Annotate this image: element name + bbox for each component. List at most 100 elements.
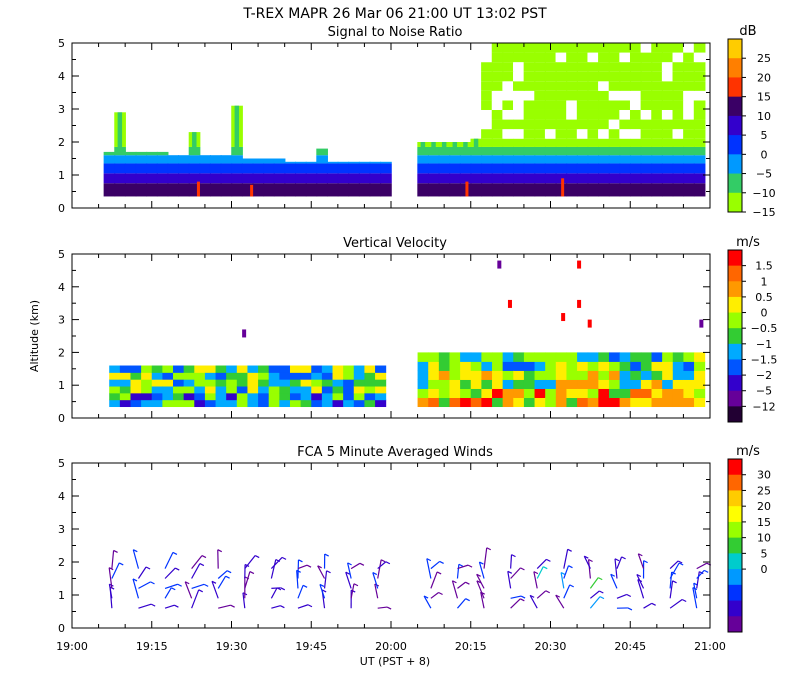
snr-cell: [566, 81, 578, 91]
snr-cell: [124, 155, 137, 164]
y-tick-label: 1: [58, 379, 65, 392]
snr-cell: [250, 184, 254, 197]
snr-cell: [629, 43, 642, 53]
wind-barb: [191, 563, 201, 579]
vv-cell: [258, 372, 270, 380]
snr-cell: [683, 129, 695, 139]
snr-cell: [693, 129, 706, 139]
snr-cell: [534, 90, 546, 101]
wind-barb-flag: [347, 562, 352, 566]
colorbar-unit: m/s: [736, 235, 760, 250]
vv-cell: [619, 370, 631, 380]
snr-cell: [640, 62, 653, 72]
wind-barb-flag: [458, 563, 464, 567]
vv-cell: [513, 352, 525, 362]
wind-barb: [476, 574, 485, 589]
snr-cell: [513, 81, 525, 91]
snr-cell: [598, 100, 610, 110]
vv-cell: [311, 365, 323, 373]
snr-cell: [661, 146, 674, 156]
vv-cell: [428, 361, 440, 371]
snr-cell: [661, 109, 674, 120]
vv-cell: [470, 397, 482, 408]
vv-cell: [321, 392, 334, 401]
wind-barb: [184, 581, 193, 599]
snr-cell: [316, 183, 328, 197]
y-tick-label: 4: [58, 70, 65, 83]
snr-cell: [651, 173, 663, 184]
wind-barb-flag: [621, 556, 626, 560]
snr-cell: [491, 71, 504, 82]
colorbar-swatch: [728, 390, 742, 407]
snr-cell: [640, 100, 653, 110]
snr-cell: [167, 183, 180, 197]
snr-cell: [534, 52, 546, 63]
snr-cell: [449, 163, 461, 174]
colorbar-swatch: [728, 521, 742, 539]
snr-cell: [502, 52, 515, 63]
wind-barb: [583, 555, 591, 569]
snr-cell: [252, 158, 265, 164]
snr-cell: [598, 183, 610, 197]
wind-barb-flag: [599, 590, 604, 594]
snr-cell: [576, 81, 589, 91]
snr-cell: [273, 173, 286, 184]
panel-2: Vertical Velocity 0 1 2 3 4 5 Altitude (km) m/s 1…: [28, 235, 777, 425]
snr-cell: [576, 90, 589, 101]
snr-cell: [199, 155, 211, 164]
wind-barb-flag: [118, 562, 124, 566]
snr-cell: [103, 155, 116, 164]
vv-cell: [523, 397, 536, 408]
wind-barb-flag: [569, 584, 574, 588]
snr-cell: [284, 161, 297, 164]
vv-cell: [332, 386, 344, 394]
vv-cell: [651, 352, 663, 362]
vv-cell: [119, 386, 131, 394]
snr-cell: [326, 183, 339, 197]
snr-cell: [156, 155, 169, 164]
wind-barb-flag: [699, 571, 704, 575]
vv-cell: [534, 352, 546, 362]
vv-cell: [300, 372, 312, 380]
vv-cell: [173, 386, 185, 394]
colorbar-swatch: [728, 154, 742, 174]
vv-cell: [651, 388, 663, 398]
snr-cell: [661, 62, 674, 72]
vv-cell: [236, 386, 248, 394]
snr-cell: [305, 163, 318, 174]
vv-cell: [417, 388, 429, 398]
snr-cell: [241, 158, 254, 164]
snr-cell: [672, 81, 685, 91]
vv-cell: [247, 392, 259, 401]
snr-cell: [491, 129, 504, 139]
snr-cell: [619, 90, 632, 101]
snr-cell: [513, 129, 525, 139]
snr-cell: [438, 163, 451, 174]
vv-cell: [534, 379, 546, 389]
vv-cell: [545, 397, 557, 408]
vv-cell: [353, 372, 365, 380]
vv-cell: [204, 386, 217, 394]
snr-cell: [470, 163, 483, 174]
colorbar-label: 25: [757, 52, 771, 65]
snr-cell: [196, 181, 200, 197]
snr-cell: [348, 183, 360, 197]
snr-cell: [640, 138, 653, 147]
vv-cell: [141, 392, 153, 401]
vv-cell: [577, 260, 582, 269]
snr-cell: [358, 163, 371, 174]
colorbar-label: 5: [761, 547, 768, 560]
snr-cell: [587, 52, 600, 63]
vv-cell: [242, 329, 247, 338]
vv-cell: [226, 379, 238, 387]
snr-cell: [534, 183, 546, 197]
snr-cell: [544, 119, 557, 130]
vv-cell: [577, 397, 589, 408]
wind-barb: [426, 558, 432, 579]
snr-cell: [566, 173, 578, 184]
snr-cell: [629, 71, 642, 82]
snr-cell: [693, 71, 706, 82]
y-tick-label: 4: [58, 281, 65, 294]
snr-cell: [587, 146, 600, 156]
wind-barb: [587, 559, 591, 579]
